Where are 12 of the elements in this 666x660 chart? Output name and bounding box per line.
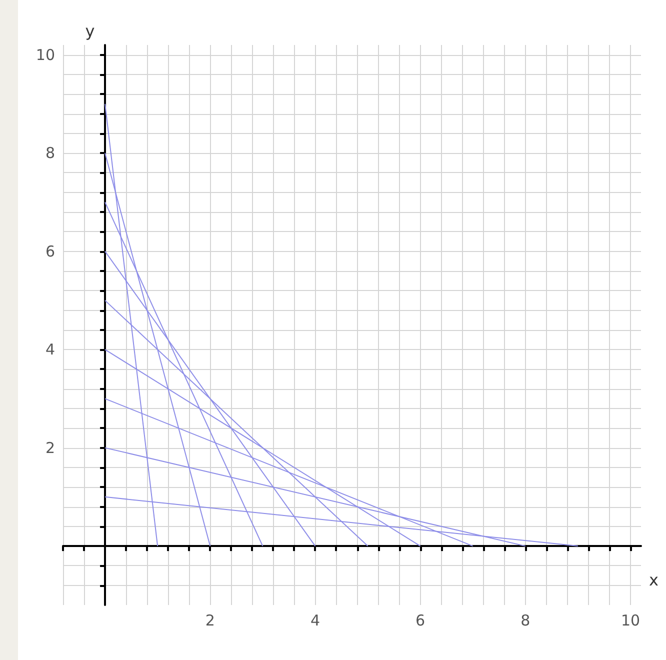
x-tick-label: 8 <box>520 612 530 630</box>
x-tick-label: 4 <box>310 612 320 630</box>
y-tick-label: 6 <box>45 242 55 260</box>
y-tick-label: 4 <box>45 340 55 359</box>
x-tick-label: 2 <box>205 612 215 630</box>
y-axis-title: y <box>85 22 95 40</box>
x-tick-label: 10 <box>620 612 640 630</box>
y-tick-label: 10 <box>36 46 55 64</box>
x-tick-label: 6 <box>416 612 426 630</box>
y-tick-label: 2 <box>45 438 55 457</box>
x-axis-title: x <box>649 570 658 590</box>
y-tick-label: 8 <box>45 144 55 162</box>
